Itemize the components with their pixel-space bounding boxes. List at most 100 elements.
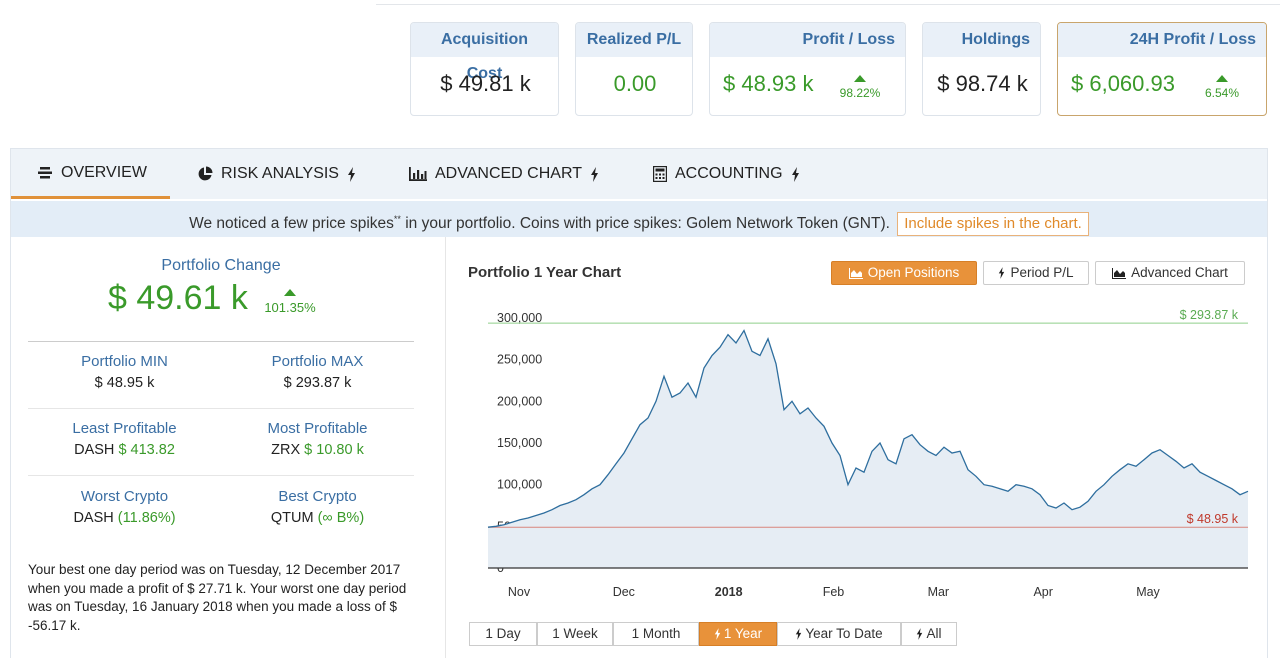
holdings-card: Holdings $ 98.74 k: [922, 22, 1041, 116]
least-profitable: Least Profitable DASH $ 413.82: [28, 420, 221, 458]
x-tick-label: May: [1136, 585, 1160, 599]
lightning-icon: [999, 267, 1005, 279]
x-tick-label: Apr: [1033, 585, 1052, 599]
up-arrow-icon: [284, 289, 296, 296]
x-tick-label: Dec: [613, 585, 635, 599]
profit-loss-card: Profit / Loss $ 48.93 k 98.22%: [709, 22, 906, 116]
24h-profit-loss-card: 24H Profit / Loss $ 6,060.93 6.54%: [1057, 22, 1267, 116]
lightning-icon: [590, 166, 598, 182]
notice-text: We noticed a few price spikes: [189, 215, 394, 233]
tab-risk-analysis[interactable]: RISK ANALYSIS: [197, 149, 356, 199]
acquisition-cost-card: Acquisition Cost $ 49.81 k: [410, 22, 559, 116]
card-value: 0.00: [613, 71, 657, 96]
top-divider: [376, 4, 1280, 5]
pie-chart-icon: [198, 166, 213, 181]
y-tick-label: 150,000: [497, 436, 542, 450]
lightning-icon: [714, 628, 721, 640]
range-1-day-button[interactable]: 1 Day: [469, 622, 537, 646]
stat-value: $ 48.95 k: [94, 375, 155, 391]
card-title: Acquisition Cost: [411, 23, 558, 82]
card-value: $ 48.93 k: [723, 71, 814, 96]
stat-label: Portfolio MIN: [81, 353, 168, 370]
stat-value: $ 10.80 k: [304, 442, 364, 458]
lightning-icon: [917, 628, 923, 640]
up-arrow-icon: [854, 75, 866, 82]
stat-value: $ 293.87 k: [283, 375, 352, 391]
stat-label: Best Crypto: [278, 488, 357, 505]
coin-symbol: DASH: [74, 442, 115, 458]
notice-text: in your portfolio. Coins with price spik…: [400, 215, 890, 233]
tab-overview[interactable]: OVERVIEW: [11, 149, 170, 199]
include-spikes-button[interactable]: Include spikes in the chart.: [897, 212, 1089, 237]
range-all-button[interactable]: All: [901, 622, 957, 646]
stat-label: Worst Crypto: [80, 488, 169, 505]
lightning-icon: [796, 628, 802, 640]
card-title: 24H Profit / Loss: [1058, 23, 1266, 57]
divider: [28, 475, 414, 476]
most-profitable: Most Profitable ZRX $ 10.80 k: [221, 420, 414, 458]
calculator-icon: [653, 166, 667, 182]
stat-value: (11.86%): [117, 510, 176, 526]
y-tick-label: 100,000: [497, 478, 542, 492]
range-1-year-button[interactable]: 1 Year: [699, 622, 777, 646]
open-positions-button[interactable]: Open Positions: [831, 261, 977, 285]
area-chart-icon: [1112, 267, 1127, 279]
area-chart-icon: [848, 267, 863, 279]
card-percent: 98.22%: [834, 75, 886, 100]
y-tick-label: 250,000: [497, 353, 542, 367]
portfolio-panel: OVERVIEW RISK ANALYSIS ADVANCED CHART AC…: [10, 148, 1268, 658]
stat-value: (∞ B%): [317, 510, 365, 526]
chart-area-fill: [488, 330, 1248, 568]
chart-title: Portfolio 1 Year Chart: [468, 264, 622, 281]
coin-symbol: QTUM: [270, 510, 314, 526]
period-pl-button[interactable]: Period P/L: [983, 261, 1089, 285]
tab-accounting[interactable]: ACCOUNTING: [653, 149, 800, 199]
coin-symbol: ZRX: [271, 442, 301, 458]
price-spike-notice: We noticed a few price spikes** in your …: [11, 201, 1267, 237]
card-value: $ 6,060.93: [1071, 71, 1175, 96]
tab-advanced-chart[interactable]: ADVANCED CHART: [409, 149, 599, 199]
x-tick-label: Nov: [508, 585, 531, 599]
lightning-icon: [347, 166, 355, 182]
portfolio-change-value: $ 49.61 k: [108, 279, 248, 317]
realized-pl-card: Realized P/L 0.00: [575, 22, 693, 116]
card-title: Profit / Loss: [710, 23, 905, 57]
worst-crypto: Worst Crypto DASH (11.86%): [28, 488, 221, 526]
up-arrow-icon: [1216, 75, 1228, 82]
card-percent: 6.54%: [1198, 75, 1246, 100]
portfolio-max: Portfolio MAX $ 293.87 k: [221, 353, 414, 391]
divider: [28, 341, 414, 342]
portfolio-chart: 050,000100,000150,000200,000250,000300,0…: [487, 309, 1249, 599]
column-divider: [445, 237, 446, 658]
range-1-week-button[interactable]: 1 Week: [537, 622, 613, 646]
stat-label: Portfolio MAX: [271, 353, 364, 370]
max-line-label: $ 293.87 k: [1180, 309, 1239, 322]
tab-bar: OVERVIEW RISK ANALYSIS ADVANCED CHART AC…: [11, 149, 1267, 199]
range-1-month-button[interactable]: 1 Month: [613, 622, 699, 646]
card-value: $ 49.81 k: [440, 71, 531, 96]
card-title: Realized P/L: [576, 23, 692, 57]
y-tick-label: 200,000: [497, 394, 542, 408]
portfolio-change-percent: 101.35%: [264, 289, 316, 315]
coin-symbol: DASH: [73, 510, 114, 526]
x-tick-label: 2018: [715, 585, 743, 599]
portfolio-min: Portfolio MIN $ 48.95 k: [28, 353, 221, 391]
stat-value: $ 413.82: [118, 442, 175, 458]
chart-series-line: [487, 329, 1249, 528]
stat-label: Least Profitable: [72, 420, 177, 437]
x-tick-label: Feb: [823, 585, 845, 599]
lightning-icon: [791, 166, 799, 182]
best-crypto: Best Crypto QTUM (∞ B%): [221, 488, 414, 526]
x-tick-label: Mar: [928, 585, 950, 599]
card-title: Holdings: [923, 23, 1040, 57]
bar-chart-icon: [409, 167, 427, 181]
advanced-chart-button[interactable]: Advanced Chart: [1095, 261, 1245, 285]
divider: [28, 408, 414, 409]
stack-icon: [38, 166, 52, 178]
range-year-to-date-button[interactable]: Year To Date: [777, 622, 901, 646]
portfolio-change-label: Portfolio Change: [161, 257, 281, 274]
best-worst-day-summary: Your best one day period was on Tuesday,…: [28, 562, 407, 633]
min-line-label: $ 48.95 k: [1187, 512, 1239, 526]
notice-footnote-mark: **: [393, 214, 401, 224]
y-tick-label: 300,000: [497, 311, 542, 325]
